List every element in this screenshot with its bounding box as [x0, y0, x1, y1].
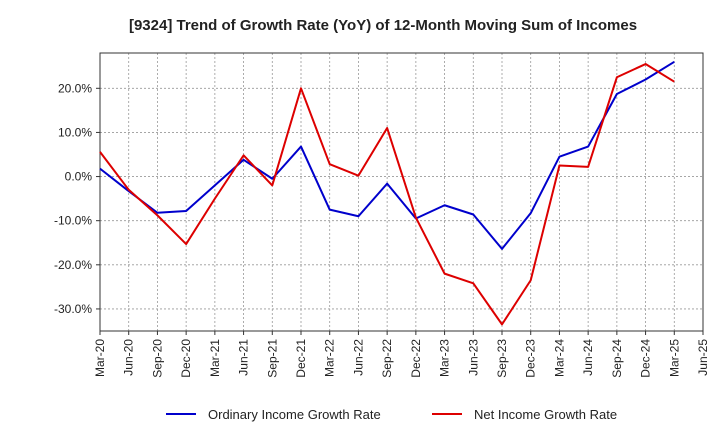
x-tick-label: Sep-23: [495, 339, 509, 378]
x-tick-label: Mar-23: [438, 339, 452, 377]
x-tick-label: Jun-24: [581, 339, 595, 376]
x-tick-label: Dec-21: [294, 339, 308, 378]
x-tick-label: Sep-20: [150, 339, 164, 378]
y-tick-label: -20.0%: [54, 258, 92, 272]
y-tick-label: 0.0%: [65, 170, 93, 184]
x-tick-label: Dec-23: [524, 339, 538, 378]
x-tick-label: Mar-24: [552, 339, 566, 377]
plot-area: 20.0% 10.0% 0.0% -10.0% -20.0% -30.0% Mar-20 Ju…: [54, 52, 710, 378]
plot-background: [100, 53, 703, 331]
legend: Ordinary Income Growth Rate Net Income Gr…: [166, 407, 617, 422]
legend-label-2: Net Income Growth Rate: [474, 407, 617, 422]
x-tick-label: Sep-22: [380, 339, 394, 378]
x-tick-label: Mar-25: [667, 339, 681, 377]
x-tick-label: Jun-21: [237, 339, 251, 376]
y-tick-label: -30.0%: [54, 302, 92, 316]
series-line-2: [99, 63, 675, 326]
x-tick-label: Sep-21: [265, 339, 279, 378]
series-line-1: [99, 60, 675, 250]
x-tick-label: Jun-25: [696, 339, 710, 376]
legend-label-1: Ordinary Income Growth Rate: [208, 407, 381, 422]
y-tick-label: 10.0%: [58, 125, 92, 139]
x-tick-label: Mar-20: [93, 339, 107, 377]
x-tick-label: Dec-20: [179, 339, 193, 378]
x-tick-label: Jun-23: [466, 339, 480, 376]
x-tick-label: Mar-22: [323, 339, 337, 377]
x-tick-label: Sep-24: [610, 339, 624, 378]
chart-title: [9324] Trend of Growth Rate (YoY) of 12-…: [129, 17, 637, 34]
x-tick-label: Jun-22: [351, 339, 365, 376]
x-tick-label: Dec-24: [639, 339, 653, 378]
y-tick-label: -10.0%: [54, 214, 92, 228]
x-tick-label: Dec-22: [409, 339, 423, 378]
x-tick-label: Jun-20: [122, 339, 136, 376]
plot-frame: [99, 52, 704, 332]
x-tick-label: Mar-21: [208, 339, 222, 377]
y-tick-label: 20.0%: [58, 81, 92, 95]
